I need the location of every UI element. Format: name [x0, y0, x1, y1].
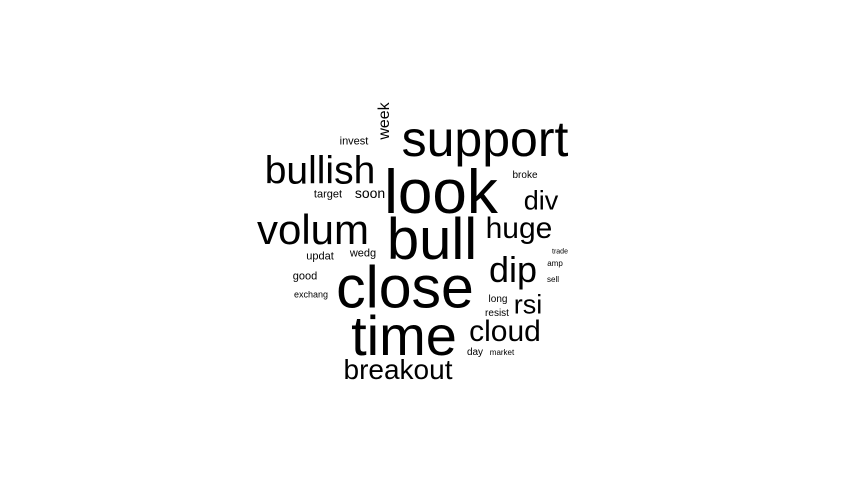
word-volum: volum: [256, 206, 370, 253]
word-div: div: [523, 185, 559, 216]
word-time: time: [351, 304, 457, 367]
word-updat: updat: [306, 250, 334, 263]
word-bullish: bullish: [264, 149, 376, 193]
word-invest: invest: [339, 135, 369, 148]
word-exchang: exchang: [293, 289, 329, 300]
word-rsi: rsi: [513, 289, 543, 320]
word-huge: huge: [485, 212, 553, 245]
word-broke: broke: [512, 170, 538, 181]
word-support: support: [401, 111, 569, 167]
word-good: good: [292, 270, 318, 283]
word-trade: trade: [552, 248, 568, 256]
word-market: market: [489, 348, 515, 357]
word-week: week: [376, 102, 393, 140]
word-dip: dip: [488, 249, 538, 290]
word-sell: sell: [546, 275, 560, 284]
word-close: close: [336, 254, 474, 321]
word-resist: resist: [485, 308, 509, 319]
word-look: look: [384, 158, 498, 227]
word-target: target: [313, 188, 343, 201]
word-long: long: [488, 294, 508, 305]
word-cloud: cloud: [469, 315, 541, 348]
word-day: day: [466, 347, 484, 358]
word-bull: bull: [386, 207, 478, 272]
word-wedg: wedg: [349, 247, 377, 260]
word-amp: amp: [547, 259, 563, 268]
word-soon: soon: [354, 185, 386, 201]
word-breakout: breakout: [343, 354, 453, 385]
